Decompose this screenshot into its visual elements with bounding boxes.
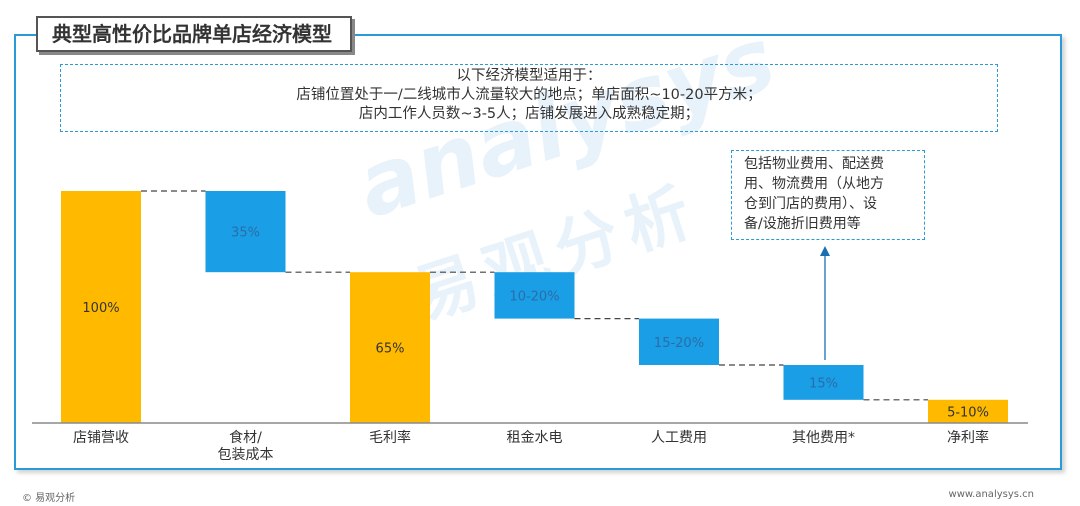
note-line: 以下经济模型适用于： xyxy=(456,68,602,84)
data-label: 15% xyxy=(809,376,838,391)
bar xyxy=(350,272,430,423)
data-label: 15-20% xyxy=(654,336,704,351)
x-tick-label: 租金水电 xyxy=(507,430,563,446)
bar xyxy=(205,191,286,273)
x-tick-label: 人工费用 xyxy=(651,430,707,446)
footer-copyright: © 易观分析 xyxy=(22,493,76,504)
footer-url: www.analysys.cn xyxy=(948,489,1034,500)
bar xyxy=(61,191,141,423)
page-title: 典型高性价比品牌单店经济模型 xyxy=(36,16,352,52)
bar xyxy=(928,399,1008,423)
callout-line: 包括物业费用、配送费 xyxy=(744,156,884,172)
x-tick-label: 包装成本 xyxy=(218,447,274,463)
callout-line: 备/设施折旧费用等 xyxy=(744,216,861,232)
data-label: 100% xyxy=(82,301,119,316)
callout-line: 用、物流费用（从地方 xyxy=(744,176,884,192)
other-costs-callout: 包括物业费用、配送费 用、物流费用（从地方 仓到门店的费用）、设 备/设施折旧费… xyxy=(731,150,925,240)
data-label: 65% xyxy=(376,342,405,357)
chart-frame xyxy=(14,34,1062,470)
data-label: 35% xyxy=(231,226,260,241)
x-tick-label: 毛利率 xyxy=(369,429,411,446)
x-tick-label: 店铺营收 xyxy=(73,430,129,446)
bar xyxy=(639,318,719,365)
note-line: 店内工作人员数~3-5人；店铺发展进入成熟稳定期； xyxy=(358,106,700,122)
bar xyxy=(494,272,575,319)
note-line: 店铺位置处于一/二线城市人流量较大的地点；单店面积~10-20平方米； xyxy=(296,87,762,103)
x-tick-label: 其他费用* xyxy=(792,430,855,446)
bar xyxy=(783,365,864,400)
data-label: 5-10% xyxy=(947,405,989,420)
assumption-note: 以下经济模型适用于： 店铺位置处于一/二线城市人流量较大的地点；单店面积~10-… xyxy=(60,64,998,132)
data-label: 10-20% xyxy=(509,289,559,304)
callout-arrowhead xyxy=(820,246,830,256)
callout-line: 仓到门店的费用）、设 xyxy=(744,196,877,212)
x-tick-label: 净利率 xyxy=(947,429,989,446)
x-tick-label: 食材/ xyxy=(229,429,262,446)
